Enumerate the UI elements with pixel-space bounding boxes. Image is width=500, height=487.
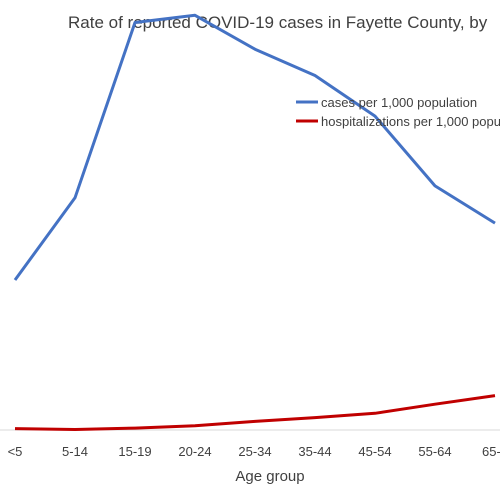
legend: cases per 1,000 population hospitalizati… bbox=[296, 95, 500, 129]
x-tick-labels: <5 5-14 15-19 20-24 25-34 35-44 45-54 55-64 65-7 bbox=[8, 444, 500, 459]
series-line-cases bbox=[13, 13, 496, 281]
series-lines bbox=[13, 13, 496, 431]
legend-label-cases: cases per 1,000 population bbox=[321, 95, 477, 110]
legend-label-hospitalizations: hospitalizations per 1,000 population bbox=[321, 114, 500, 129]
x-tick-label: 35-44 bbox=[298, 444, 331, 459]
x-tick-label: <5 bbox=[8, 444, 23, 459]
series-line-hospitalizations bbox=[14, 394, 496, 431]
x-axis-title: Age group bbox=[235, 468, 304, 485]
x-tick-label: 5-14 bbox=[62, 444, 88, 459]
x-tick-label: 55-64 bbox=[418, 444, 451, 459]
chart-title: Rate of reported COVID-19 cases in Fayet… bbox=[68, 13, 488, 32]
x-tick-label: 20-24 bbox=[178, 444, 211, 459]
x-tick-label: 45-54 bbox=[358, 444, 391, 459]
x-tick-label: 65-7 bbox=[482, 444, 500, 459]
x-tick-label: 25-34 bbox=[238, 444, 271, 459]
x-tick-label: 15-19 bbox=[118, 444, 151, 459]
